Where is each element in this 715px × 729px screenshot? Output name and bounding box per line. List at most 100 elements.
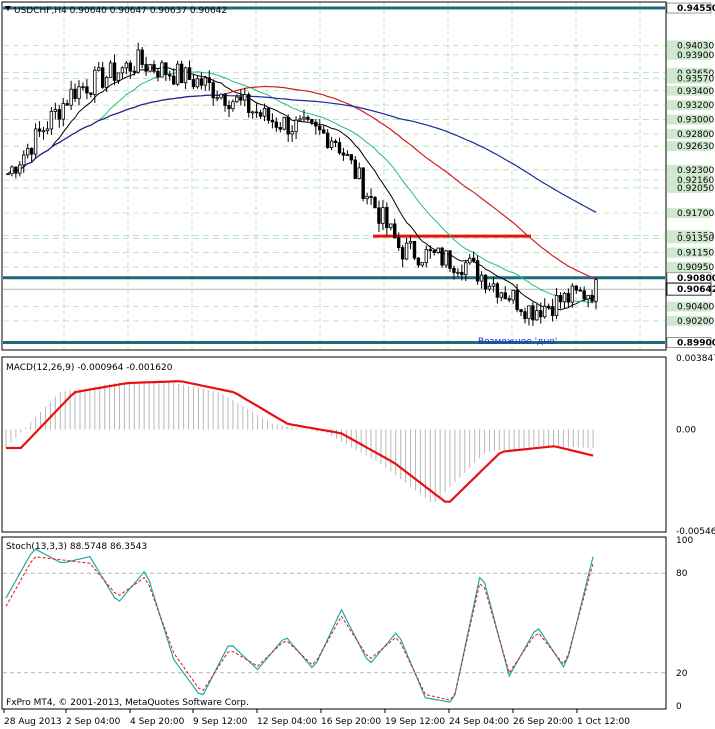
time-tick-label: 16 Sep 20:00 bbox=[321, 717, 381, 727]
candle-body bbox=[100, 67, 105, 88]
macd-panel[interactable] bbox=[1, 356, 667, 533]
candle-body bbox=[195, 78, 200, 88]
candle-body bbox=[527, 305, 531, 320]
candle-body bbox=[373, 197, 377, 209]
chart-dropdown-icon[interactable] bbox=[5, 6, 11, 11]
stoch-signal-line bbox=[5, 556, 594, 701]
price-tick-box bbox=[667, 73, 711, 84]
candle-body bbox=[183, 67, 188, 84]
candle-body bbox=[539, 310, 543, 318]
candle-body bbox=[345, 154, 350, 156]
candle-body bbox=[164, 62, 168, 76]
candle-body bbox=[22, 154, 26, 166]
candle-body bbox=[278, 127, 282, 130]
candle-body bbox=[495, 283, 500, 298]
candle-body bbox=[491, 283, 496, 287]
candle-body bbox=[203, 77, 208, 86]
price-tick-label: 0.93400 bbox=[677, 87, 714, 97]
price-tick-box bbox=[667, 233, 711, 244]
candle-body bbox=[594, 279, 598, 302]
candle-body bbox=[310, 119, 314, 123]
price-tick-label: 0.93570 bbox=[677, 75, 714, 85]
candle-body bbox=[270, 119, 275, 123]
candle-body bbox=[266, 107, 271, 121]
candle-body bbox=[586, 294, 590, 300]
candle-body bbox=[546, 305, 551, 308]
time-tick-label: 1 Oct 12:00 bbox=[577, 717, 630, 727]
candle-body bbox=[448, 250, 452, 269]
candle-body bbox=[148, 64, 152, 72]
price-tick-box bbox=[667, 247, 711, 258]
candle-body bbox=[33, 128, 38, 155]
candle-body bbox=[168, 74, 172, 77]
candle-body bbox=[511, 289, 515, 301]
horizontal-levels[interactable] bbox=[3, 6, 665, 345]
candle-body bbox=[460, 271, 464, 276]
price-tick-label: 0.91150 bbox=[677, 249, 714, 259]
price-tick-box bbox=[667, 174, 711, 185]
candle-body bbox=[227, 105, 231, 110]
time-axis: 28 Aug 2013 2 Sep 04:00 4 Sep 20:00 9 Sep 1… bbox=[3, 709, 630, 727]
macd-tick-label: 0.00 bbox=[676, 425, 696, 435]
candle-body bbox=[140, 49, 144, 65]
candle-body bbox=[428, 249, 432, 252]
candlesticks bbox=[6, 42, 598, 326]
stoch-panel[interactable] bbox=[1, 536, 667, 710]
candle-body bbox=[274, 121, 279, 128]
candle-body bbox=[535, 310, 539, 321]
candle-body bbox=[97, 67, 101, 71]
price-panel[interactable] bbox=[1, 1, 667, 351]
candle-body bbox=[45, 128, 50, 132]
price-tick-box bbox=[667, 49, 711, 60]
stoch-header: Stoch(13,3,3) 88.5748 86.3543 bbox=[6, 542, 147, 552]
candle-body bbox=[329, 140, 334, 148]
candle-body bbox=[420, 262, 425, 266]
bottom-annotation: Возможное 'дно' bbox=[478, 337, 557, 347]
candle-body bbox=[377, 207, 381, 224]
ma-blue bbox=[7, 94, 597, 213]
candle-body bbox=[262, 107, 267, 117]
candle-body bbox=[37, 128, 42, 132]
candle-body bbox=[385, 207, 389, 229]
candle-body bbox=[187, 67, 192, 80]
candle-body bbox=[503, 292, 507, 300]
price-tick-label: 0.92800 bbox=[677, 130, 714, 140]
candle-body bbox=[389, 223, 393, 229]
candle-body bbox=[286, 117, 290, 135]
candle-body bbox=[290, 131, 294, 135]
candle-body bbox=[128, 62, 133, 72]
candle-body bbox=[483, 274, 488, 290]
candle-body bbox=[29, 147, 34, 155]
candle-body bbox=[396, 237, 401, 248]
candle-body bbox=[404, 242, 409, 260]
price-tick-label: 0.91700 bbox=[677, 209, 714, 219]
candle-body bbox=[243, 94, 247, 101]
current-price-label: 0.90642 bbox=[677, 285, 715, 295]
candle-body bbox=[570, 285, 575, 303]
candle-body bbox=[26, 147, 30, 156]
time-tick-label: 24 Sep 04:00 bbox=[449, 717, 509, 727]
time-tick-label: 12 Sep 04:00 bbox=[257, 717, 317, 727]
candle-body bbox=[258, 112, 263, 117]
candle-body bbox=[562, 292, 567, 303]
candle-body bbox=[471, 257, 476, 262]
candle-body bbox=[515, 289, 519, 310]
candle-body bbox=[69, 88, 73, 106]
price-tick-label: 0.92160 bbox=[677, 176, 714, 186]
time-tick-label: 2 Sep 04:00 bbox=[66, 717, 121, 727]
stoch-tick-label: 100 bbox=[676, 536, 693, 546]
candle-body bbox=[61, 103, 65, 120]
candle-body bbox=[464, 262, 468, 276]
candle-body bbox=[558, 295, 563, 303]
candle-body bbox=[41, 130, 46, 133]
price-tick-label: 0.90950 bbox=[677, 263, 714, 273]
candle-body bbox=[306, 116, 310, 120]
price-tick-label: 0.92300 bbox=[677, 166, 714, 176]
candle-body bbox=[219, 93, 223, 99]
candle-body bbox=[523, 311, 527, 320]
price-tick-label: 0.89900 bbox=[677, 339, 715, 349]
candle-body bbox=[314, 121, 318, 127]
candle-body bbox=[89, 92, 93, 95]
candle-body bbox=[85, 86, 89, 94]
candle-body bbox=[211, 82, 215, 99]
